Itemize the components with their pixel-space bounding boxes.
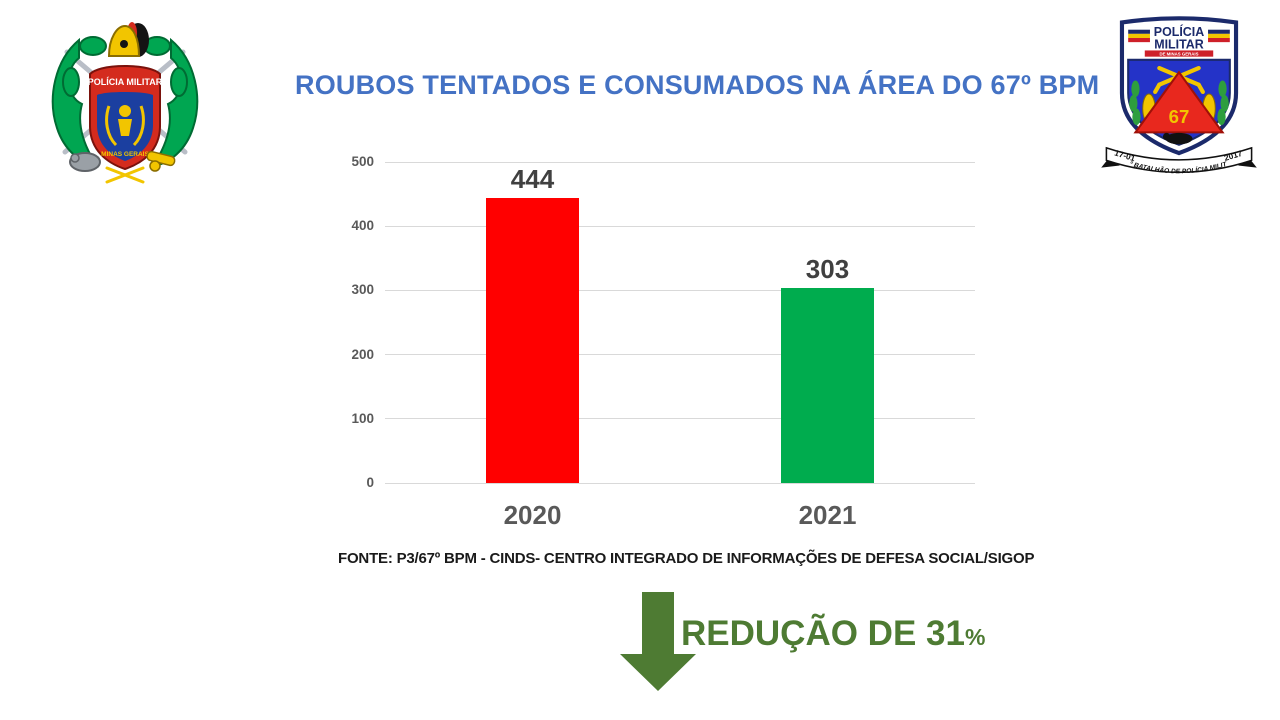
badge-red-band [1144, 50, 1214, 57]
gridline [385, 418, 975, 420]
y-axis-tick-label: 100 [351, 410, 374, 426]
green-mantling-icon [51, 36, 199, 168]
base-ornaments-icon [69, 150, 176, 184]
left-logo-bottom-text: MINAS GERAIS [101, 151, 149, 158]
flag-stripes-icon [1128, 29, 1230, 43]
badge-red-triangle [1133, 70, 1225, 134]
badge-unit-number: 67 [1169, 106, 1190, 127]
bar-value-label: 303 [805, 254, 850, 285]
bar-2021 [781, 288, 874, 483]
bar-2020 [486, 197, 579, 483]
gridline [385, 225, 975, 227]
y-axis-tick-label: 300 [351, 282, 374, 298]
x-axis-category-label: 2020 [503, 500, 562, 530]
down-arrow-icon [620, 592, 696, 691]
reduction-label: REDUÇÃO DE 31 [681, 614, 965, 653]
pmmg-coat-of-arms-icon: POLÍCIA MILITAR MINAS GERAIS [51, 22, 199, 184]
reduction-percent-sign: % [964, 624, 986, 650]
laurel-leaves-icon [1129, 80, 1229, 126]
gridline [385, 482, 975, 484]
gridline [385, 161, 975, 163]
gridline [385, 354, 975, 356]
67-bpm-badge-icon: POLÍCIA MILITAR DE MINAS GERAIS 67 [1100, 10, 1257, 175]
badge-top-text-1: POLÍCIA [1154, 24, 1204, 39]
y-axis-tick-label: 400 [351, 218, 374, 234]
gridline [385, 289, 975, 291]
badge-top-text-2: MILITAR [1154, 37, 1204, 51]
x-axis-category-label: 2021 [798, 500, 857, 530]
y-axis-tick-label: 200 [351, 346, 374, 362]
source-note: FONTE: P3/67º BPM - CINDS- CENTRO INTEGR… [338, 550, 1035, 567]
left-logo-top-text: POLÍCIA MILITAR [88, 77, 163, 87]
helmet-plume-icon [107, 22, 149, 57]
badge-red-band-text: DE MINAS GERAIS [1159, 51, 1198, 56]
shield-icon: POLÍCIA MILITAR MINAS GERAIS [88, 64, 163, 171]
reduction-callout: REDUÇÃO DE 31% [681, 612, 985, 659]
y-axis-tick-label: 0 [366, 475, 374, 490]
bar-value-label: 444 [510, 163, 555, 194]
y-axis-tick-label: 500 [351, 154, 374, 169]
bull-silhouette-icon [1162, 132, 1193, 145]
slide-title: ROUBOS TENTADOS E CONSUMADOS NA ÁREA DO … [295, 70, 1100, 100]
